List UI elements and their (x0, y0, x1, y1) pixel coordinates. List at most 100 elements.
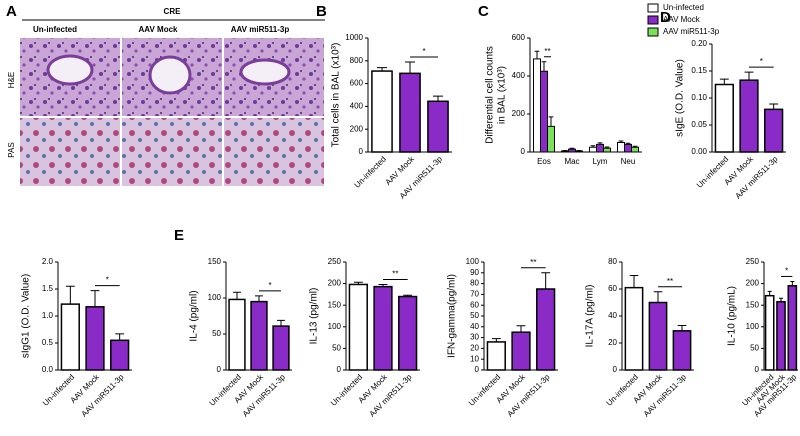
y-tick-label: 40 (608, 311, 617, 320)
y-axis-label: Differential cell counts (485, 46, 496, 144)
error-bar (541, 61, 547, 72)
error-bar (790, 280, 795, 286)
row-label: H&E (7, 72, 16, 88)
bar (739, 79, 759, 153)
error-bar (65, 285, 75, 305)
bar (764, 294, 775, 371)
y-tick-label: 800 (350, 56, 364, 65)
y-tick-label: 150 (328, 300, 342, 309)
error-bar (569, 147, 575, 150)
y-tick-label: 400 (350, 102, 364, 111)
y-tick-label: 0 (359, 147, 364, 156)
bar (250, 300, 268, 371)
bar (486, 341, 506, 371)
bar (348, 283, 368, 371)
y-tick-label: 1000 (345, 33, 363, 42)
y-tick-label: 0 (521, 147, 526, 156)
y-tick-label: 200 (328, 279, 342, 288)
significance-label: * (785, 267, 788, 276)
error-bar (491, 338, 501, 342)
x-tick-label: AAV miR511-3p (367, 372, 413, 418)
bar (85, 306, 105, 371)
row-label: PAS (7, 142, 16, 157)
bar (648, 301, 668, 371)
error-bar (590, 145, 596, 148)
bar (228, 298, 246, 371)
error-bar (769, 103, 779, 110)
bar (764, 108, 784, 153)
y-tick-label: 70 (470, 290, 479, 299)
error-bar (115, 333, 125, 341)
error-bar (277, 319, 285, 327)
y-tick-label: 0.00 (691, 147, 707, 156)
panel-letter: C (478, 3, 489, 20)
x-tick-label: AAV miR511-3p (733, 154, 779, 200)
y-tick-label: 50 (470, 311, 479, 320)
error-bar (534, 50, 540, 59)
y-tick-label: 50 (750, 344, 759, 353)
bar (624, 143, 632, 153)
y-tick-label: 0 (475, 365, 480, 374)
error-bar (233, 291, 241, 300)
error-bar (653, 291, 663, 303)
error-bar (376, 67, 388, 72)
bar (787, 285, 798, 371)
y-tick-label: 100 (746, 322, 760, 331)
panel-letter: E (174, 227, 184, 244)
bar (561, 150, 569, 153)
bar (272, 325, 290, 371)
y-tick-label: 150 (746, 300, 760, 309)
error-bar (719, 78, 729, 85)
legend-swatch (647, 15, 659, 25)
y-axis-label: IFN-gamma(pg/ml) (447, 274, 458, 358)
y-tick-label: 0.0 (42, 365, 54, 374)
pas-image (224, 118, 324, 186)
error-bar (255, 295, 263, 302)
error-bar (604, 146, 610, 149)
y-tick-label: 200 (512, 109, 526, 118)
significance-label: ** (392, 270, 398, 279)
pas-image (122, 118, 222, 186)
significance-label: * (268, 281, 271, 290)
significance-label: ** (667, 277, 673, 286)
error-bar (744, 71, 754, 81)
y-tick-label: 400 (512, 71, 526, 80)
y-axis-label: Total cells in BAL (x10³) (331, 43, 342, 148)
airway (239, 58, 291, 86)
legend-label: Un-infected (663, 3, 704, 12)
bar (575, 150, 583, 153)
error-bar (90, 290, 100, 307)
y-tick-label: 0 (613, 365, 618, 374)
condition-label: CRE (164, 7, 182, 16)
bar (540, 70, 548, 153)
y-tick-label: 30 (470, 333, 479, 342)
y-tick-label: 0.10 (691, 93, 707, 102)
bar (398, 295, 418, 371)
y-tick-label: 20 (608, 338, 617, 347)
y-tick-label: 0 (755, 365, 760, 374)
y-tick-label: 60 (608, 284, 617, 293)
y-tick-label: 80 (608, 257, 617, 266)
error-bar (618, 140, 624, 143)
y-tick-label: 1.0 (42, 311, 54, 320)
error-bar (576, 149, 582, 152)
y-axis-label: sIgG1 (O.D. Value) (21, 274, 32, 358)
bar (373, 285, 393, 371)
bar (589, 146, 597, 153)
error-bar (404, 61, 416, 74)
legend-label: AAV Mock (663, 15, 701, 24)
y-axis-label: IL-17A (pg/ml) (585, 285, 596, 348)
bar (399, 72, 421, 153)
x-tick-label: Mac (564, 157, 579, 166)
error-bar (597, 142, 603, 145)
column-label: AAV miR511-3p (231, 25, 290, 34)
y-tick-label: 50 (332, 344, 341, 353)
y-tick-label: 1.5 (42, 284, 54, 293)
bar (617, 142, 625, 153)
y-tick-label: 60 (470, 300, 479, 309)
airway (148, 55, 192, 95)
y-tick-label: 50 (212, 329, 221, 338)
y-tick-label: 0.15 (691, 66, 707, 75)
bar (533, 58, 541, 153)
column-label: Un-infected (33, 25, 77, 34)
